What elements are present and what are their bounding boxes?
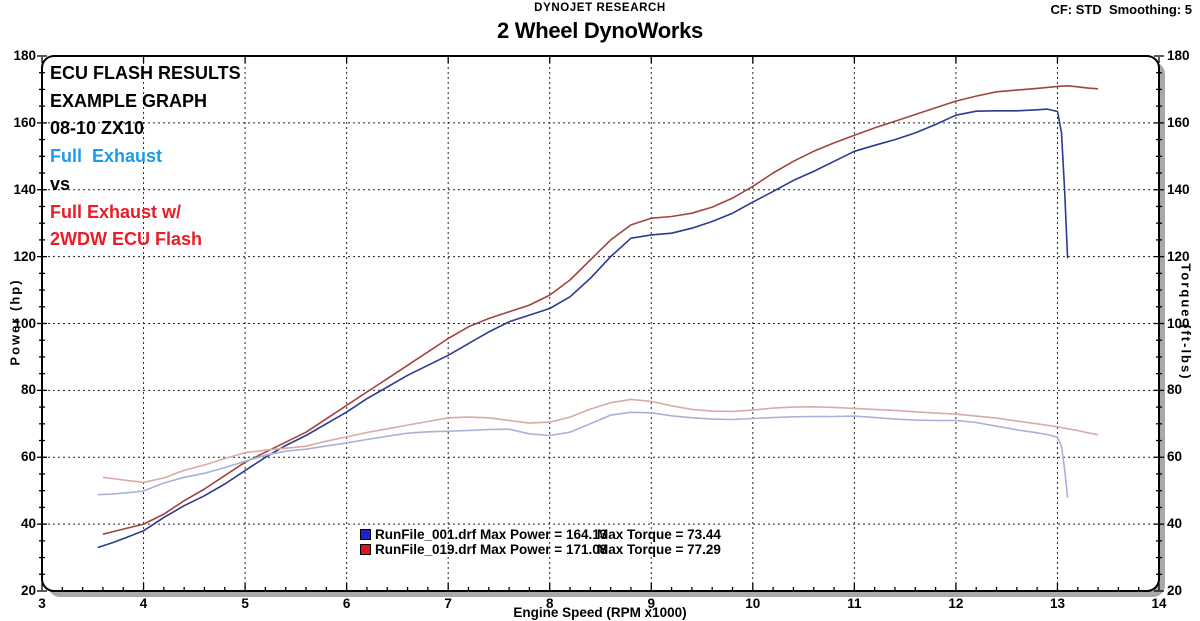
header-company: DYNOJET RESEARCH <box>534 2 666 14</box>
x-tick-label: 13 <box>1049 596 1065 611</box>
x-tick-label: 14 <box>1151 596 1167 611</box>
legend-row: RunFile_019.drf Max Power = 171.08 Max To… <box>360 542 721 557</box>
x-axis-label: Engine Speed (RPM x1000) <box>513 605 687 620</box>
chart-title: 2 Wheel DynoWorks <box>497 18 703 43</box>
y-tick-label-left: 120 <box>13 248 36 264</box>
annotation-line: 2WDW ECU Flash <box>50 229 203 250</box>
legend-torque-label: Max Torque = 73.44 <box>597 527 721 542</box>
x-tick-label: 3 <box>38 596 46 611</box>
x-tick-label: 12 <box>948 596 964 611</box>
annotation-line: vs <box>50 173 71 194</box>
x-tick-label: 7 <box>444 596 452 611</box>
annotation-line: ECU FLASH RESULTS <box>50 63 241 83</box>
y-tick-label-left: 140 <box>13 181 36 197</box>
x-tick-label: 10 <box>745 596 761 611</box>
y-tick-label-left: 160 <box>13 114 36 130</box>
y-tick-label-right: 140 <box>1167 181 1190 197</box>
x-tick-label: 6 <box>342 596 351 611</box>
y-tick-label-left: 60 <box>20 449 36 465</box>
y-tick-label-right: 100 <box>1167 315 1190 331</box>
series-torque-run1 <box>97 411 1069 498</box>
y-tick-label-left: 20 <box>20 583 36 598</box>
legend-row: RunFile_001.drf Max Power = 164.13 Max To… <box>360 527 721 542</box>
y-tick-label-right: 80 <box>1167 382 1183 398</box>
x-tick-label: 8 <box>545 596 554 611</box>
legend-marker-icon <box>360 544 371 555</box>
y-tick-label-right: 60 <box>1167 449 1183 465</box>
legend: RunFile_001.drf Max Power = 164.13 Max To… <box>360 527 721 557</box>
annotation-line: Full Exhaust <box>50 146 163 167</box>
y-tick-label-right: 160 <box>1167 114 1190 130</box>
legend-torque-label: Max Torque = 77.29 <box>597 542 721 557</box>
annotation-block: ECU FLASH RESULTS EXAMPLE GRAPH 08-10 ZX10… <box>50 60 241 254</box>
y-tick-label-right: 120 <box>1167 248 1190 264</box>
y-tick-label-right: 20 <box>1167 583 1183 598</box>
annotation-line: EXAMPLE GRAPH <box>50 90 208 111</box>
y-tick-label-right: 180 <box>1167 48 1190 63</box>
header-settings: CF: STD Smoothing: 5 <box>1050 2 1192 17</box>
y-tick-label-left: 100 <box>13 315 36 331</box>
annotation-line: Full Exhaust w/ <box>50 201 182 222</box>
y-tick-label-left: 80 <box>20 382 36 398</box>
y-tick-label-right: 40 <box>1167 516 1183 532</box>
x-tick-label: 11 <box>847 596 862 611</box>
x-tick-label: 4 <box>139 596 148 611</box>
legend-run-label: RunFile_019.drf Max Power = 171.08 <box>375 542 608 557</box>
annotation-line: 08-10 ZX10 <box>50 118 145 139</box>
legend-marker-icon <box>360 529 371 540</box>
series-power-run2 <box>102 85 1099 535</box>
y-tick-label-left: 180 <box>13 48 36 63</box>
series-power-run1 <box>97 108 1069 549</box>
y-tick-label-left: 40 <box>20 516 36 532</box>
series-torque-run2 <box>102 398 1099 484</box>
x-tick-label: 5 <box>241 596 249 611</box>
legend-run-label: RunFile_001.drf Max Power = 164.13 <box>375 527 608 542</box>
x-tick-label: 9 <box>647 596 656 611</box>
